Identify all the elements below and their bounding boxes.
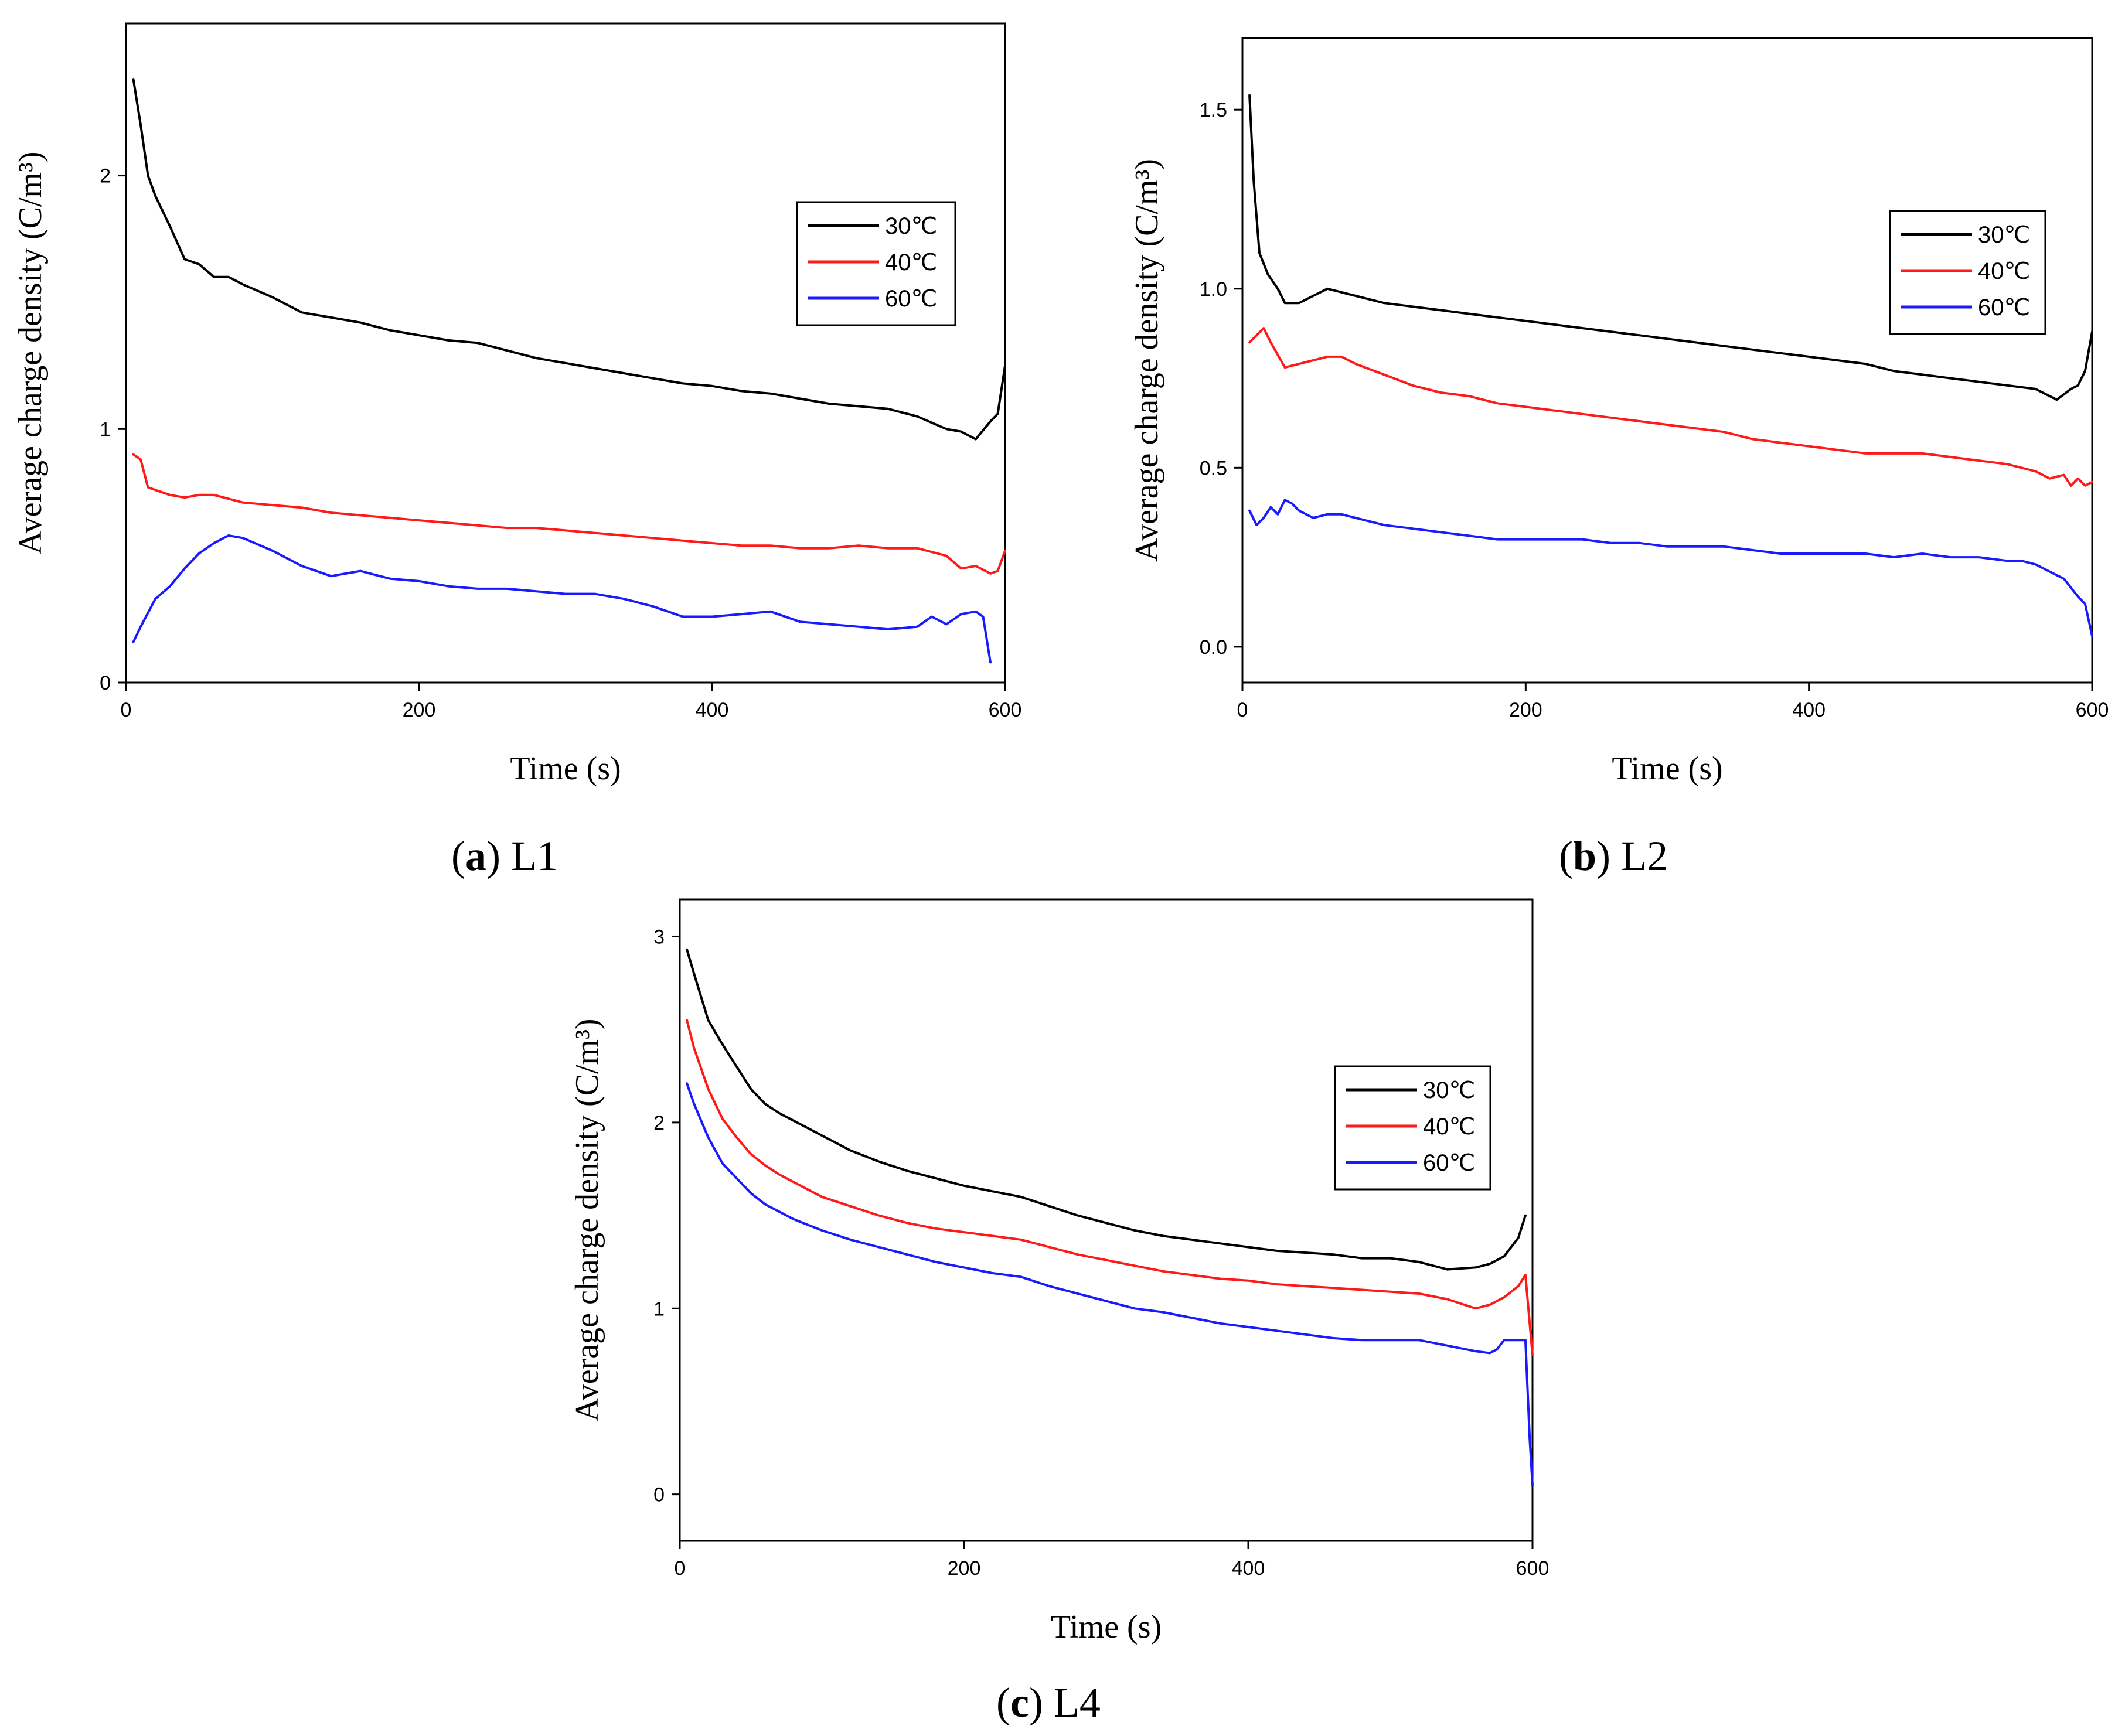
- x-tick-label: 0: [1237, 699, 1248, 721]
- legend-box: [1889, 210, 2046, 335]
- caption-open-paren: (: [996, 1679, 1010, 1726]
- x-tick-label: 0: [121, 699, 132, 721]
- series-line-40c: [1248, 327, 2093, 487]
- plot-frame: [679, 898, 1534, 1542]
- panel-caption: (c) L4: [996, 1679, 1101, 1726]
- x-axis-label: Time (s): [510, 751, 621, 787]
- chart-panel-a-l1: 0 200 400 600 0 1 2 30℃ 40℃ 60℃ Time (s) Average…: [12, 22, 1021, 879]
- caption-letter: c: [1010, 1679, 1029, 1726]
- y-tick-label: 2: [653, 1112, 665, 1134]
- caption-open-paren: (: [451, 833, 465, 879]
- series-layer: [132, 78, 1006, 664]
- series-layer: [1248, 94, 2093, 637]
- legend-label: 40℃: [885, 250, 937, 275]
- x-tick-label: 0: [675, 1557, 686, 1580]
- legend-label: 30℃: [1978, 222, 2030, 248]
- y-axis-label: Average charge density (C/m³): [1129, 159, 1165, 562]
- axis-ticks: 0 200 400 600 0 1 2: [100, 165, 1021, 721]
- x-tick-label: 200: [948, 1557, 981, 1580]
- series-line-60c: [1248, 499, 2093, 637]
- y-tick-label: 3: [653, 926, 665, 948]
- legend-label: 60℃: [1978, 295, 2030, 320]
- y-tick-label: 1.5: [1200, 99, 1227, 121]
- series-line-60c: [132, 534, 992, 664]
- x-tick-label: 400: [1232, 1557, 1265, 1580]
- legend-label: 40℃: [1978, 258, 2030, 284]
- series-line-30c: [132, 78, 1006, 441]
- panel-caption: (a) L1: [451, 833, 558, 879]
- y-tick-label: 0: [100, 672, 111, 694]
- legend-box: [1334, 1065, 1491, 1191]
- y-axis-label: Average charge density (C/m³): [12, 151, 49, 554]
- chart-panel-b-l2: 0 200 400 600 0.0 0.5 1.0 1.5 30℃ 40℃ 60℃ Time (s…: [1129, 37, 2109, 879]
- x-tick-label: 600: [1516, 1557, 1550, 1580]
- axis-ticks: 0 200 400 600 0.0 0.5 1.0 1.5: [1200, 99, 2109, 721]
- legend-label: 30℃: [885, 213, 937, 239]
- legend-label: 60℃: [885, 286, 937, 312]
- x-tick-label: 600: [989, 699, 1022, 721]
- plot-frame: [1241, 37, 2093, 684]
- y-tick-label: 0.0: [1200, 636, 1227, 659]
- axis-ticks: 0 200 400 600 0 1 2 3: [653, 926, 1549, 1580]
- y-tick-label: 1: [100, 418, 111, 441]
- legend-box: [796, 201, 956, 326]
- series-line-40c: [686, 1019, 1534, 1356]
- legend: 30℃ 40℃ 60℃: [1889, 210, 2046, 335]
- x-tick-label: 200: [1509, 699, 1542, 721]
- chart-panel-c-l4: 0 200 400 600 0 1 2 3 30℃ 40℃ 60℃ Time (s) Averag…: [569, 898, 1549, 1726]
- y-tick-label: 0: [653, 1484, 665, 1506]
- plot-frame: [125, 22, 1006, 684]
- series-line-60c: [686, 1082, 1534, 1486]
- legend-label: 60℃: [1423, 1150, 1475, 1176]
- y-tick-label: 0.5: [1200, 457, 1227, 479]
- y-tick-label: 2: [100, 165, 111, 187]
- caption-letter: b: [1573, 833, 1596, 879]
- series-line-40c: [132, 453, 1006, 575]
- legend-label: 40℃: [1423, 1114, 1475, 1140]
- caption-text: ) L1: [486, 833, 558, 879]
- x-tick-label: 600: [2076, 699, 2109, 721]
- legend-label: 30℃: [1423, 1077, 1475, 1103]
- y-axis-label: Average charge density (C/m³): [569, 1018, 605, 1421]
- series-line-30c: [1248, 94, 2093, 401]
- x-axis-label: Time (s): [1612, 751, 1722, 787]
- caption-text: ) L2: [1596, 833, 1668, 879]
- panel-caption: (b) L2: [1559, 833, 1668, 879]
- x-tick-label: 200: [403, 699, 436, 721]
- x-tick-label: 400: [696, 699, 729, 721]
- x-tick-label: 400: [1792, 699, 1826, 721]
- series-layer: [686, 948, 1534, 1486]
- series-line-30c: [686, 948, 1527, 1271]
- x-axis-label: Time (s): [1051, 1609, 1162, 1645]
- caption-open-paren: (: [1559, 833, 1573, 879]
- y-tick-label: 1.0: [1200, 278, 1227, 301]
- legend: 30℃ 40℃ 60℃: [1334, 1065, 1491, 1191]
- y-tick-label: 1: [653, 1298, 665, 1320]
- legend: 30℃ 40℃ 60℃: [796, 201, 956, 326]
- caption-text: ) L4: [1029, 1679, 1101, 1726]
- caption-letter: a: [465, 833, 486, 879]
